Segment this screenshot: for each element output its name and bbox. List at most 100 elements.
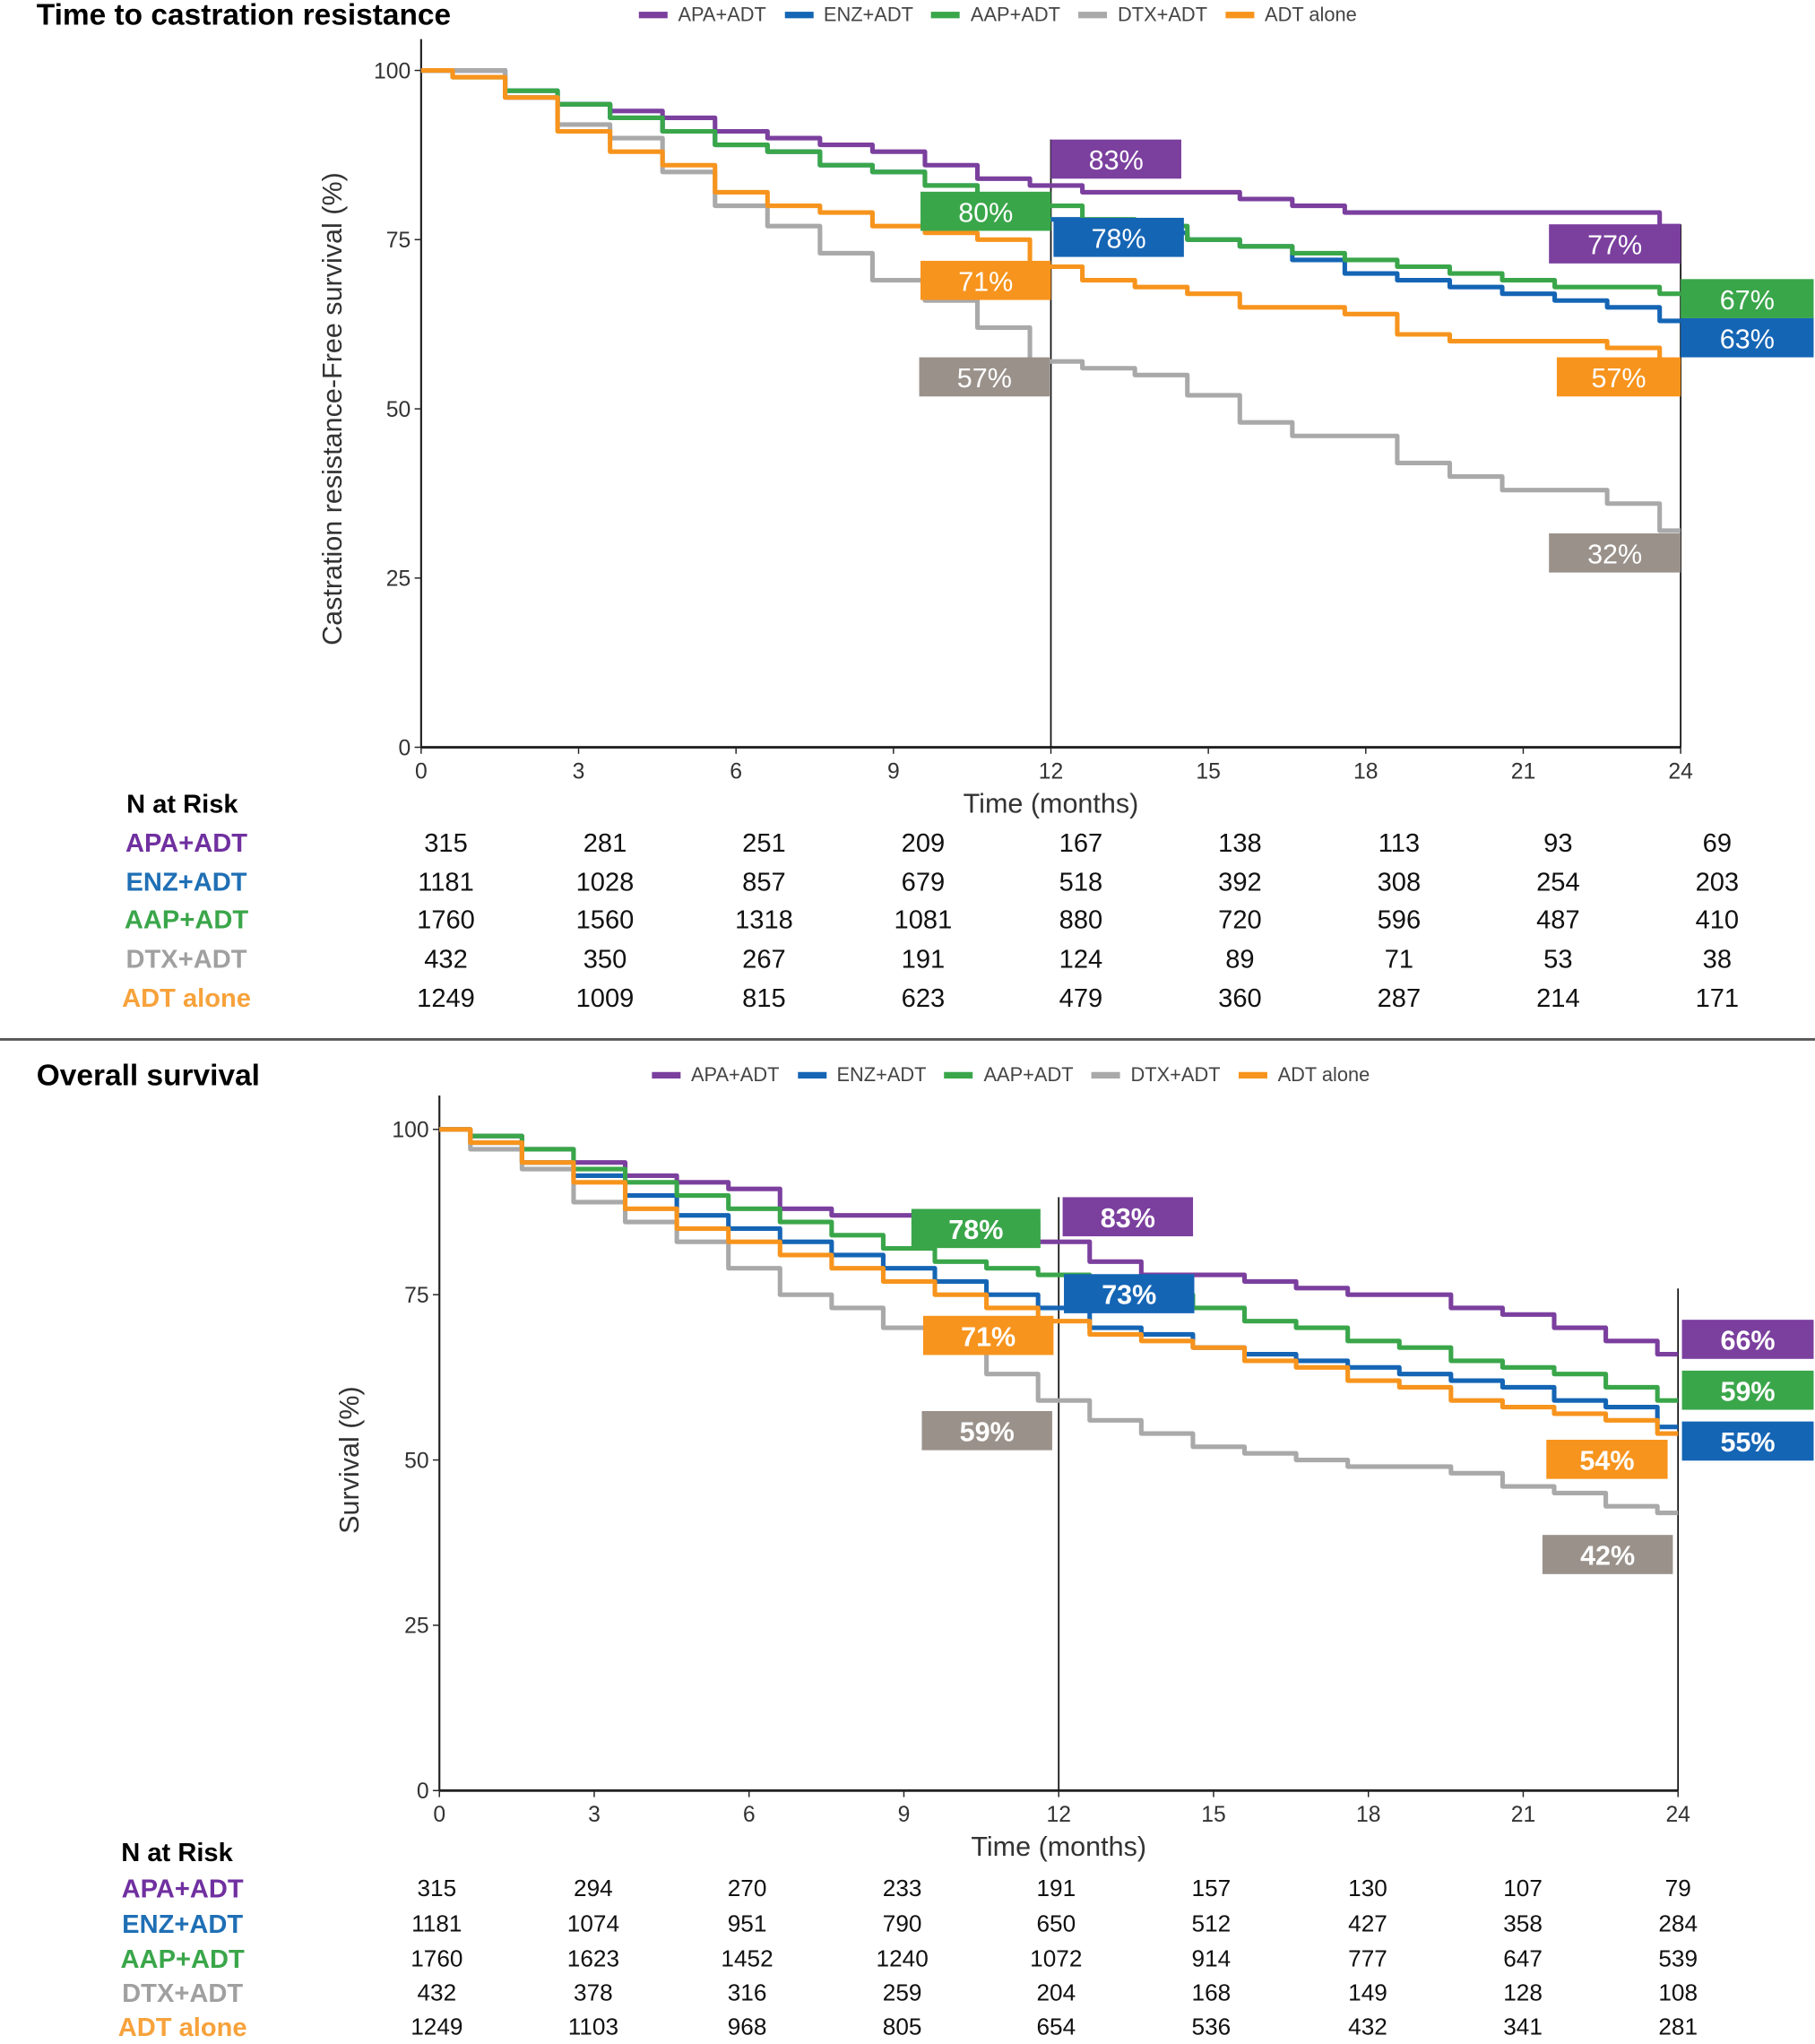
y-tick-label: 100 (392, 1118, 428, 1142)
risk-value: 130 (1348, 1875, 1387, 1901)
risk-value: 281 (1658, 2014, 1698, 2040)
annotation-box (1546, 1439, 1668, 1479)
risk-value: 1028 (575, 868, 635, 897)
risk-value: 1318 (735, 906, 793, 936)
annotation-label: 57% (957, 363, 1012, 394)
annotation-label: 78% (948, 1215, 1003, 1245)
annotation-label: 71% (961, 1321, 1016, 1352)
x-tick-label: 24 (1665, 1803, 1690, 1827)
risk-value: 1081 (894, 906, 953, 936)
x-tick-label: 18 (1353, 759, 1379, 784)
risk-value: 124 (1059, 945, 1103, 974)
risk-value: 539 (1658, 1945, 1698, 1972)
risk-row-label: APA+ADT (125, 829, 248, 859)
risk-value: 654 (1036, 2014, 1076, 2040)
risk-row-label: ENZ+ADT (125, 868, 247, 897)
risk-value: 968 (727, 2014, 767, 2040)
risk-value: 270 (727, 1875, 767, 1901)
annotation-label: 59% (1720, 1376, 1775, 1407)
legend-os: APA+ADT ENZ+ADT AAP+ADT DTX+ADT ADT alone (652, 1064, 1387, 1087)
legend-cr: APA+ADT ENZ+ADT AAP+ADT DTX+ADT ADT alone (638, 4, 1375, 27)
risk-value: 149 (1348, 1979, 1387, 2006)
risk-value: 479 (1059, 984, 1103, 1014)
risk-value: 358 (1503, 1910, 1543, 1937)
legend-swatch (931, 12, 961, 19)
risk-row-label: ADT alone (122, 984, 251, 1014)
risk-value: 157 (1191, 1875, 1232, 1901)
legend-label: AAP+ADT (983, 1064, 1074, 1087)
x-tick-label: 12 (1039, 759, 1064, 784)
annotation-box (1549, 224, 1681, 264)
risk-value: 427 (1348, 1910, 1387, 1937)
y-axis-label: Castration resistance-Free survival (%) (317, 172, 348, 645)
risk-value: 1009 (575, 984, 635, 1014)
annotation-label: 57% (1591, 363, 1646, 394)
risk-value: 1181 (418, 868, 474, 897)
legend-swatch (1078, 12, 1108, 19)
risk-value: 138 (1218, 829, 1262, 859)
annotation-box (920, 191, 1051, 231)
x-tick-label: 3 (573, 759, 585, 784)
legend-item: ADT alone (1238, 1064, 1370, 1087)
legend-swatch (797, 1071, 826, 1079)
annotation-label: 71% (958, 266, 1013, 297)
x-tick-label: 0 (433, 1803, 445, 1827)
risk-value: 71 (1384, 945, 1414, 974)
risk-value: 679 (901, 868, 946, 897)
risk-value: 1240 (876, 1945, 929, 1972)
annotation-box (1681, 1370, 1814, 1410)
risk-value: 432 (417, 1979, 457, 2006)
annotation-box (1556, 357, 1681, 397)
annotation-label: 67% (1720, 285, 1775, 316)
annotation-box (1053, 217, 1184, 257)
risk-value: 815 (742, 984, 786, 1014)
chart-title-os: Overall survival (36, 1057, 260, 1092)
curve-adt-alone (420, 68, 1681, 364)
x-tick-label: 24 (1668, 759, 1693, 784)
legend-label: APA+ADT (678, 4, 766, 27)
risk-value: 1072 (1030, 1945, 1083, 1972)
risk-value: 536 (1191, 2014, 1232, 2040)
risk-value: 167 (1059, 829, 1103, 859)
risk-value: 1760 (417, 906, 475, 936)
risk-value: 113 (1378, 829, 1421, 859)
risk-value: 720 (1218, 906, 1262, 936)
legend-item: ENZ+ADT (797, 1064, 926, 1087)
annotation-box (921, 1410, 1052, 1451)
legend-label: ENZ+ADT (823, 4, 913, 27)
legend-item: DTX+ADT (1091, 1064, 1221, 1087)
annotation-box (911, 1208, 1041, 1249)
legend-label: DTX+ADT (1117, 4, 1208, 27)
risk-value: 623 (901, 984, 946, 1014)
legend-label: APA+ADT (690, 1064, 780, 1087)
risk-value: 259 (882, 1979, 922, 2006)
risk-value: 1760 (411, 1945, 463, 1972)
risk-value: 512 (1191, 1910, 1232, 1937)
risk-value: 1181 (411, 1910, 462, 1937)
legend-label: ADT alone (1265, 4, 1357, 27)
risk-value: 410 (1695, 906, 1740, 936)
legend-swatch (784, 12, 814, 19)
x-tick-label: 21 (1511, 759, 1536, 784)
legend-item: DTX+ADT (1078, 4, 1207, 26)
risk-value: 267 (742, 945, 786, 974)
risk-value: 294 (574, 1875, 613, 1901)
x-tick-label: 9 (887, 759, 900, 784)
x-tick-label: 6 (730, 759, 742, 784)
x-tick-label: 0 (415, 759, 428, 784)
annotation-box (1050, 139, 1181, 179)
annotation-label: 80% (958, 197, 1013, 228)
risk-value: 432 (1348, 2014, 1387, 2040)
x-tick-label: 18 (1356, 1803, 1381, 1827)
curve-aap-adt (439, 1127, 1679, 1403)
risk-value: 315 (424, 829, 468, 859)
x-tick-label: 12 (1046, 1803, 1071, 1827)
risk-value: 53 (1543, 945, 1573, 974)
y-tick-label: 50 (404, 1449, 428, 1473)
legend-swatch (1091, 1071, 1120, 1079)
y-tick-label: 25 (386, 567, 411, 592)
annotation-label: 83% (1101, 1203, 1155, 1234)
curve-apa-adt (439, 1127, 1679, 1357)
chart-title-cr: Time to castration resistance (36, 0, 452, 31)
